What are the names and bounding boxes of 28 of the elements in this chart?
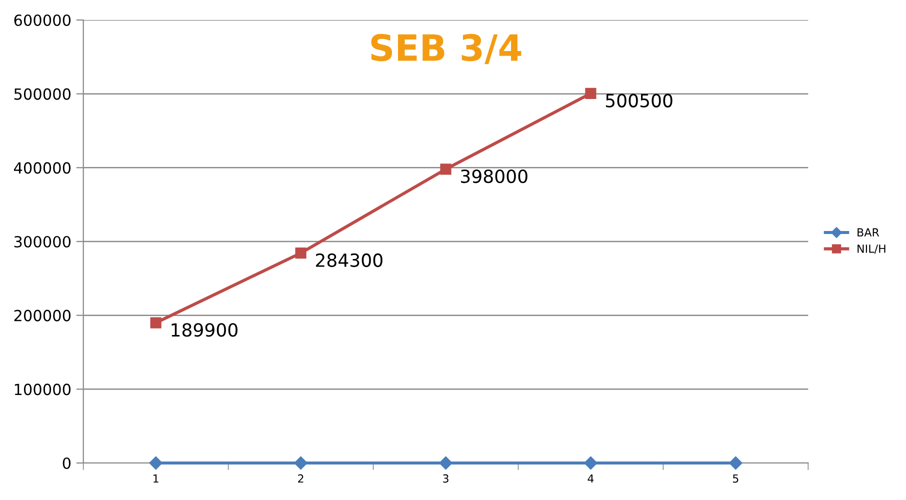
data-label: 398000	[461, 169, 528, 184]
y-tick-label: 400000	[14, 162, 71, 174]
point	[584, 456, 598, 470]
x-tick-label: 1	[154, 474, 158, 483]
legend-label: BAR	[858, 228, 880, 236]
x-tick-label: 5	[732, 474, 738, 483]
point	[295, 248, 306, 259]
data-label: 189900	[172, 323, 238, 337]
point	[440, 164, 452, 175]
y-tick-label: 500000	[14, 88, 71, 100]
point	[149, 456, 162, 470]
chart-title: SEB 3/4	[371, 34, 522, 64]
point	[439, 456, 452, 470]
legend-label: NIL/H	[858, 244, 886, 254]
x-tick-label: 3	[443, 474, 448, 483]
x-tick-label: 2	[298, 474, 304, 483]
point	[729, 456, 742, 470]
y-tick-label: 100000	[14, 384, 71, 396]
data-label: 284300	[316, 253, 382, 268]
y-tick-label: 200000	[14, 310, 71, 322]
point	[294, 456, 308, 470]
y-tick-label: 300000	[14, 236, 71, 248]
data-label: 500500	[606, 94, 672, 108]
y-tick-label: 600000	[14, 14, 71, 26]
point	[585, 88, 596, 100]
x-tick-label: 4	[588, 474, 594, 483]
y-tick-label: 0	[62, 457, 71, 470]
point	[150, 317, 162, 328]
